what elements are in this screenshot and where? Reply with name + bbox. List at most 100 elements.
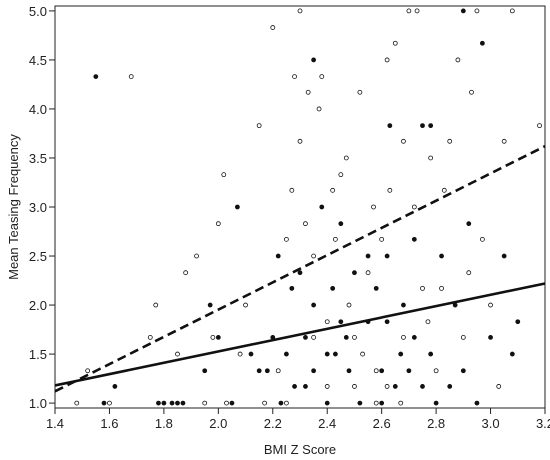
open-data-point <box>128 74 134 79</box>
filled-data-point <box>392 384 398 389</box>
open-data-point <box>401 138 406 144</box>
filled-data-point <box>311 57 317 63</box>
filled-data-point <box>447 384 453 389</box>
open-data-point <box>469 89 474 95</box>
open-data-point <box>474 8 480 14</box>
x-axis-title: BMI Z Score <box>264 442 336 457</box>
open-data-point <box>256 123 262 129</box>
x-tick-label: 2.8 <box>427 416 445 431</box>
filled-data-point <box>112 384 118 389</box>
open-data-point <box>460 335 466 340</box>
filled-data-point <box>460 8 466 14</box>
filled-data-point <box>202 368 208 374</box>
x-axis: 1.4 1.6 1.8 2.0 2.2 2.4 2.6 2.8 3.0 3.2 <box>46 408 550 431</box>
open-data-point <box>311 335 317 340</box>
filled-data-point <box>501 253 507 259</box>
filled-data-point <box>515 319 521 325</box>
open-data-point <box>392 40 398 46</box>
open-data-point <box>338 172 344 178</box>
filled-data-point <box>324 400 330 406</box>
open-data-point <box>305 89 311 95</box>
filled-data-point <box>338 319 344 325</box>
open-data-point <box>237 351 243 357</box>
filled-data-point <box>275 253 281 259</box>
filled-data-point <box>330 285 336 291</box>
filled-data-point <box>248 351 254 357</box>
filled-data-point <box>346 368 352 374</box>
filled-data-point <box>343 335 349 340</box>
filled-data-point <box>215 335 221 340</box>
filled-data-point <box>411 335 417 340</box>
x-tick-label: 1.4 <box>46 416 64 431</box>
filled-data-point <box>93 74 99 79</box>
open-data-point <box>324 319 330 325</box>
filled-data-point <box>156 400 161 406</box>
y-tick-label: 2.5 <box>29 249 47 264</box>
filled-data-point <box>180 400 186 406</box>
x-tick-label: 2.6 <box>373 416 391 431</box>
filled-data-point <box>466 221 472 227</box>
open-data-point <box>297 138 303 144</box>
open-data-point <box>496 384 502 389</box>
filled-data-point <box>420 384 425 389</box>
open-data-point <box>373 368 379 374</box>
x-tick-label: 1.6 <box>100 416 118 431</box>
open-data-point <box>202 400 208 406</box>
open-data-point <box>537 123 542 129</box>
open-data-point <box>311 253 317 259</box>
open-data-point <box>283 400 289 406</box>
open-data-point <box>425 319 431 325</box>
y-axis: 1.0 1.5 2.0 2.5 3.0 3.5 4.0 4.5 5.0 <box>29 4 55 411</box>
x-tick-label: 2.0 <box>209 416 227 431</box>
open-data-point <box>509 8 515 14</box>
open-data-point <box>466 270 472 276</box>
open-data-point <box>420 285 425 291</box>
y-tick-label: 4.5 <box>29 53 47 68</box>
filled-data-point <box>169 400 175 406</box>
open-data-point <box>346 302 352 308</box>
open-data-point <box>360 351 366 357</box>
open-data-point <box>352 384 357 389</box>
x-tick-label: 3.0 <box>482 416 500 431</box>
filled-data-point <box>297 270 303 276</box>
filled-data-point <box>319 204 325 210</box>
y-tick-label: 3.5 <box>29 151 47 166</box>
solid-fit-line <box>54 282 546 387</box>
open-data-point <box>243 302 248 308</box>
filled-data-point <box>411 236 417 242</box>
y-tick-label: 4.0 <box>29 102 47 117</box>
filled-data-point <box>234 204 240 210</box>
fit-lines <box>54 145 546 393</box>
open-data-point <box>371 204 376 210</box>
open-data-point <box>283 236 289 242</box>
open-data-point <box>384 57 390 63</box>
filled-data-point <box>365 253 371 259</box>
filled-data-point <box>439 253 444 259</box>
open-data-point <box>447 138 453 144</box>
filled-data-point <box>428 351 434 357</box>
open-data-point <box>379 236 385 242</box>
filled-data-point <box>338 221 344 227</box>
open-data-point <box>107 400 112 406</box>
open-data-point <box>316 106 322 112</box>
open-data-point <box>85 368 91 374</box>
dashed-fit-line <box>54 145 546 393</box>
x-tick-label: 3.2 <box>536 416 550 431</box>
filled-data-point <box>278 400 284 406</box>
open-data-point <box>384 384 390 389</box>
filled-data-point <box>311 302 317 308</box>
x-tick-label: 2.4 <box>318 416 336 431</box>
y-axis-title: Mean Teasing Frequency <box>6 134 21 280</box>
filled-data-point <box>401 302 406 308</box>
filled-data-point <box>303 384 308 389</box>
filled-data-point <box>460 368 466 374</box>
filled-data-point <box>332 351 338 357</box>
plot-frame <box>54 5 546 409</box>
open-data-point <box>398 400 404 406</box>
open-data-point <box>224 400 229 406</box>
y-tick-label: 1.5 <box>29 347 47 362</box>
x-tick-label: 2.2 <box>264 416 282 431</box>
filled-data-point <box>264 368 270 374</box>
filled-data-point <box>384 319 390 325</box>
